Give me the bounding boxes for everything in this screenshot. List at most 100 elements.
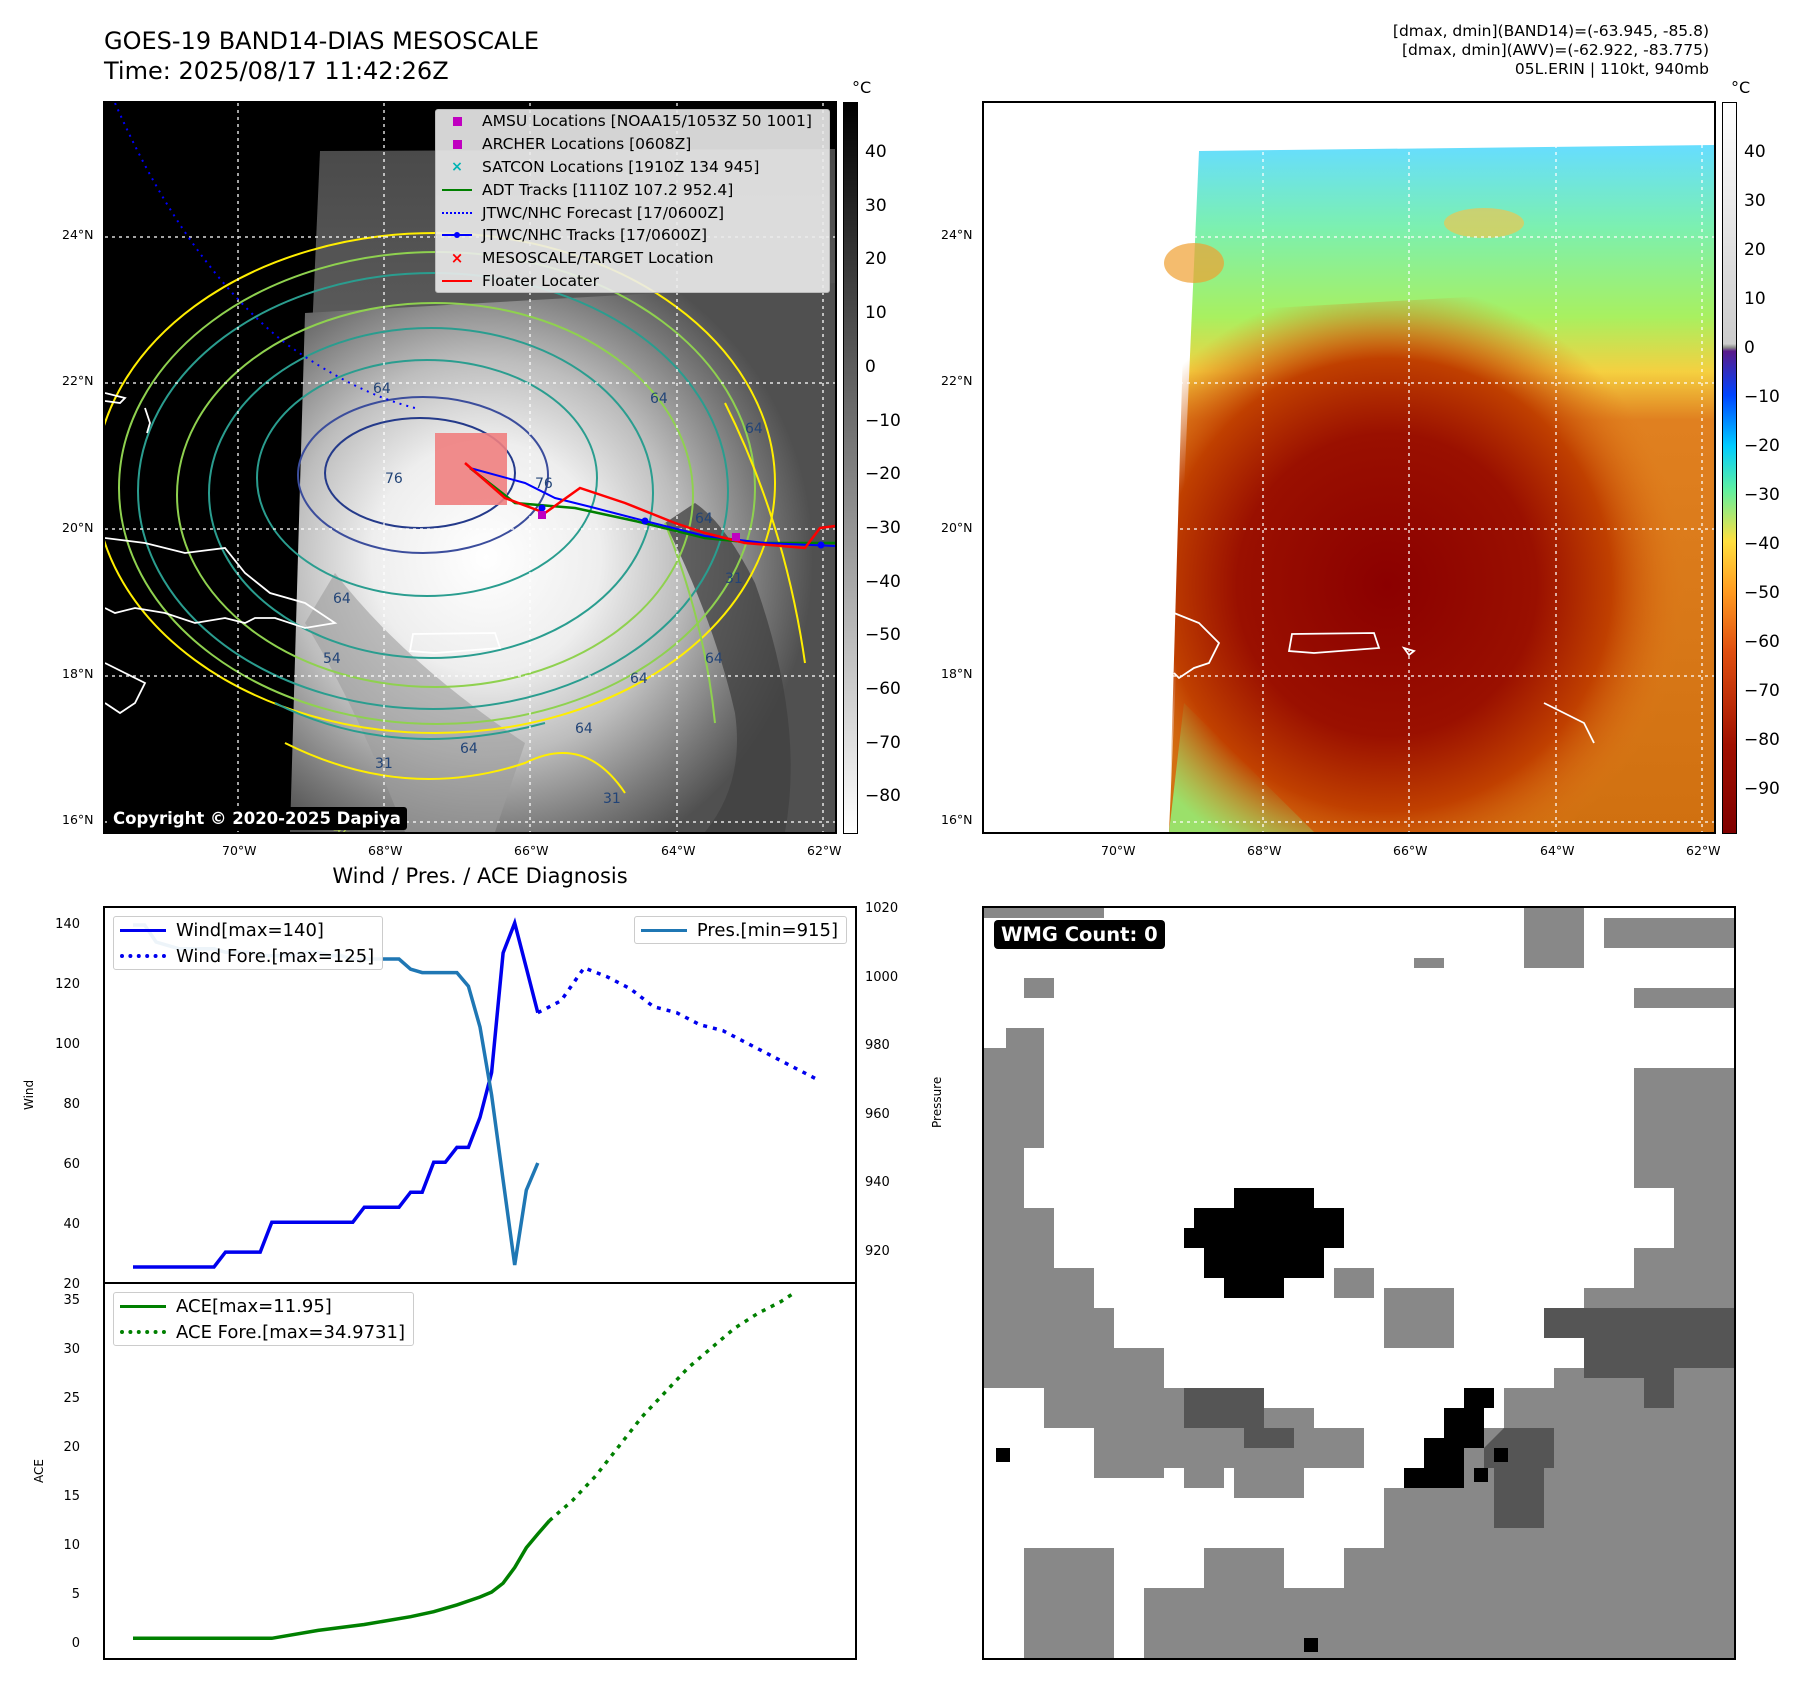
- line-marker-icon: [440, 183, 474, 197]
- lon-tick: 70°W: [222, 843, 257, 858]
- legend-ace-fore: ACE Fore.[max=34.9731]: [114, 1319, 413, 1345]
- legend-wind-fore: Wind Fore.[max=125]: [114, 943, 382, 969]
- awv-map-panel: [982, 101, 1716, 834]
- line-dot-marker-icon: [440, 228, 474, 242]
- pressure-axis-label: Pressure: [930, 1076, 944, 1128]
- colorbar-tick: 10: [1744, 289, 1766, 309]
- lat-tick: 22°N: [62, 373, 94, 388]
- x-marker-icon: ×: [451, 158, 463, 175]
- lat-tick: 16°N: [62, 812, 94, 827]
- lon-tick: 70°W: [1101, 843, 1136, 858]
- lat-tick: 16°N: [941, 812, 973, 827]
- colorbar-tick: −10: [865, 410, 901, 431]
- colorbar-tick: 10: [865, 303, 887, 324]
- colorbar-tick: 30: [865, 195, 887, 216]
- chart-title: GOES-19 BAND14-DIAS MESOSCALE Time: 2025…: [104, 27, 540, 85]
- legend-item-satcon: × SATCON Locations [1910Z 134 945]: [436, 156, 829, 179]
- wmg-panel: WMG Count: 0: [982, 906, 1736, 1660]
- lat-tick: 24°N: [62, 227, 94, 242]
- colorbar-tick: −40: [1744, 534, 1780, 554]
- y-tick-label: 15: [63, 1489, 80, 1504]
- legend-item-adt: ADT Tracks [1110Z 107.2 952.4]: [436, 178, 829, 201]
- colorbar2: [1722, 102, 1737, 834]
- legend-item-mesoscale: × MESOSCALE/TARGET Location: [436, 247, 829, 270]
- contour-label: 31: [375, 756, 393, 772]
- contour-label: 64: [373, 381, 391, 397]
- contour-label: 64: [705, 651, 723, 667]
- colorbar-tick: 0: [865, 356, 876, 377]
- contour-label: 54: [323, 651, 341, 667]
- colorbar-tick: −70: [1744, 681, 1780, 701]
- colorbar-tick: 20: [865, 249, 887, 270]
- colorbar-tick: −20: [865, 464, 901, 485]
- wind-pressure-panel: Wind[max=140] Wind Fore.[max=125] Pres.[…: [103, 906, 857, 1284]
- dotted-line-icon: [120, 1330, 166, 1334]
- lat-tick: 22°N: [941, 373, 973, 388]
- legend-ace: ACE[max=11.95]: [114, 1293, 413, 1319]
- series-line: [537, 965, 817, 1081]
- contour-label: 64: [630, 671, 648, 687]
- y-tick-label: 25: [63, 1391, 80, 1406]
- y-tick-label: 120: [55, 977, 80, 992]
- square-marker-icon: [440, 114, 474, 128]
- colorbar-tick: −60: [1744, 632, 1780, 652]
- solid-line-icon: [120, 928, 166, 932]
- ir-map-panel: 64 64 76 76 64 54 64 31 64 64 31 64 64 3…: [103, 101, 837, 834]
- colorbar-tick: 20: [1744, 240, 1766, 260]
- legend-item-floater: Floater Locater: [436, 270, 829, 293]
- line-marker-icon: [440, 274, 474, 288]
- legend-item-amsu: AMSU Locations [NOAA15/1053Z 50 1001]: [436, 110, 829, 133]
- y-tick-label: 5: [71, 1587, 80, 1602]
- wmg-count-badge: WMG Count: 0: [994, 920, 1165, 949]
- contour-label: 64: [650, 391, 668, 407]
- colorbar-tick: −50: [1744, 583, 1780, 603]
- wind-axis-label: Wind: [22, 1079, 36, 1110]
- lon-tick: 64°W: [1540, 843, 1575, 858]
- contour-label: 31: [725, 571, 743, 587]
- lat-tick: 18°N: [62, 666, 94, 681]
- colorbar-tick: −90: [1744, 779, 1780, 799]
- contour-label: 64: [695, 511, 713, 527]
- legend-item-forecast: JTWC/NHC Forecast [17/0600Z]: [436, 201, 829, 224]
- dotted-line-icon: [440, 206, 474, 220]
- lon-tick: 68°W: [1247, 843, 1282, 858]
- lat-tick: 20°N: [62, 520, 94, 535]
- lat-tick: 20°N: [941, 520, 973, 535]
- colorbar-tick: −80: [865, 786, 901, 807]
- colorbar1-unit: °C: [852, 78, 872, 97]
- y-tick-label: 20: [63, 1277, 80, 1292]
- y-tick-label: 20: [63, 1440, 80, 1455]
- lon-tick: 68°W: [368, 843, 403, 858]
- contour-label: 64: [460, 741, 478, 757]
- solid-line-icon: [640, 928, 687, 932]
- y-tick-label: 40: [63, 1217, 80, 1232]
- ace-plot: [133, 1292, 794, 1641]
- contour-label: 76: [385, 471, 403, 487]
- contour-label: 64: [333, 591, 351, 607]
- lon-tick: 64°W: [661, 843, 696, 858]
- colorbar-tick: −60: [865, 679, 901, 699]
- x-marker-icon: ×: [450, 249, 464, 268]
- lat-tick: 18°N: [941, 666, 973, 681]
- series-line: [133, 1519, 551, 1641]
- series-line: [133, 917, 540, 1269]
- series-line: [548, 1292, 794, 1523]
- contour-label: 64: [575, 721, 593, 737]
- legend-pres: Pres.[min=915]: [635, 917, 846, 943]
- colorbar-tick: 40: [865, 142, 887, 162]
- colorbar1: [843, 102, 858, 834]
- y-tick-label: 60: [63, 1157, 80, 1172]
- lat-tick: 24°N: [941, 227, 973, 242]
- colorbar-tick: −50: [865, 625, 901, 646]
- dotted-line-icon: [120, 954, 166, 958]
- lon-tick: 62°W: [807, 843, 842, 858]
- lon-tick: 66°W: [514, 843, 549, 858]
- y-tick-label: 0: [71, 1636, 80, 1651]
- y-tick-label: 1000: [865, 969, 899, 985]
- pressure-legend: Pres.[min=915]: [633, 916, 847, 944]
- y-tick-label: 10: [63, 1538, 80, 1553]
- wmg-image: [984, 908, 1734, 1658]
- colorbar2-unit: °C: [1731, 78, 1751, 97]
- contour-label: 76: [535, 476, 553, 492]
- series-line: [133, 923, 540, 1266]
